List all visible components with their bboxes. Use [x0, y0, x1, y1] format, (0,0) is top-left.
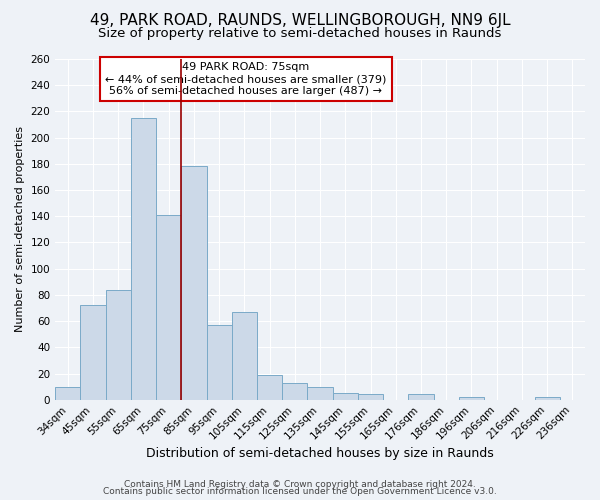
Bar — [55, 386, 80, 400]
Text: 49, PARK ROAD, RAUNDS, WELLINGBOROUGH, NN9 6JL: 49, PARK ROAD, RAUNDS, WELLINGBOROUGH, N… — [89, 12, 511, 28]
Text: 49 PARK ROAD: 75sqm
← 44% of semi-detached houses are smaller (379)
56% of semi-: 49 PARK ROAD: 75sqm ← 44% of semi-detach… — [105, 62, 386, 96]
Bar — [257, 375, 282, 400]
Text: Size of property relative to semi-detached houses in Raunds: Size of property relative to semi-detach… — [98, 28, 502, 40]
Y-axis label: Number of semi-detached properties: Number of semi-detached properties — [15, 126, 25, 332]
Bar — [459, 397, 484, 400]
Bar — [332, 393, 358, 400]
Bar — [409, 394, 434, 400]
Bar — [181, 166, 206, 400]
Text: Contains HM Land Registry data © Crown copyright and database right 2024.: Contains HM Land Registry data © Crown c… — [124, 480, 476, 489]
Bar — [307, 386, 332, 400]
Bar — [358, 394, 383, 400]
Bar — [131, 118, 156, 400]
Bar — [156, 215, 181, 400]
Bar — [80, 306, 106, 400]
Text: Contains public sector information licensed under the Open Government Licence v3: Contains public sector information licen… — [103, 488, 497, 496]
Bar — [106, 290, 131, 400]
Bar — [232, 312, 257, 400]
Bar — [206, 325, 232, 400]
X-axis label: Distribution of semi-detached houses by size in Raunds: Distribution of semi-detached houses by … — [146, 447, 494, 460]
Bar — [282, 382, 307, 400]
Bar — [535, 397, 560, 400]
